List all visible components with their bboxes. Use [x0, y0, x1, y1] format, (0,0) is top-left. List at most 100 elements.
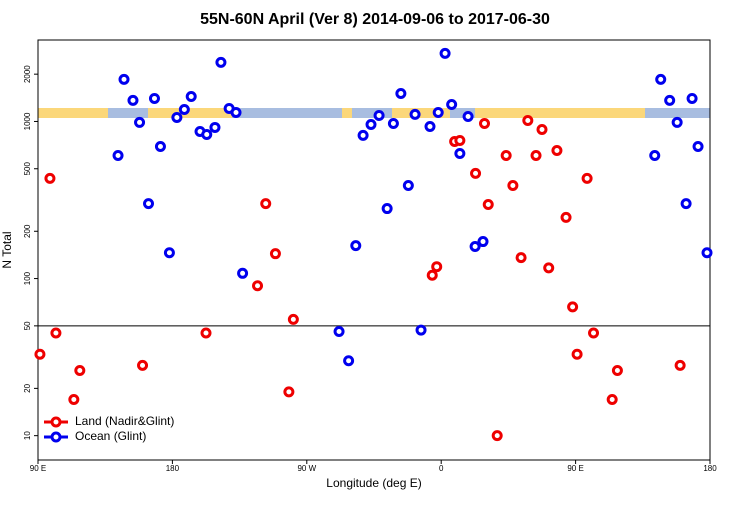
chart-title: 55N-60N April (Ver 8) 2014-09-06 to 2017…: [200, 11, 550, 28]
point: [134, 116, 146, 128]
point: [581, 172, 593, 184]
point: [201, 129, 213, 141]
point: [470, 167, 482, 179]
y-tick-label: 100: [23, 271, 32, 285]
point: [381, 203, 393, 215]
point: [674, 359, 686, 371]
point: [395, 87, 407, 99]
point: [671, 116, 683, 128]
point: [269, 248, 281, 260]
point: [439, 47, 451, 59]
point: [606, 393, 618, 405]
point: [515, 252, 527, 264]
point: [560, 211, 572, 223]
point: [50, 327, 62, 339]
point: [112, 150, 124, 162]
point: [649, 150, 661, 162]
point: [588, 327, 600, 339]
y-tick-label: 1000: [23, 112, 32, 130]
point: [507, 180, 519, 192]
point: [365, 118, 377, 130]
point: [482, 199, 494, 211]
point: [664, 94, 676, 106]
point: [252, 280, 264, 292]
point: [454, 148, 466, 160]
point: [44, 172, 56, 184]
point: [143, 198, 155, 210]
point: [611, 364, 623, 376]
point: [432, 106, 444, 118]
point: [680, 198, 692, 210]
point: [415, 324, 427, 336]
legend-marker: [50, 416, 62, 428]
point: [530, 150, 542, 162]
point: [571, 348, 583, 360]
point: [287, 313, 299, 325]
map-strip: [38, 108, 710, 118]
point: [209, 121, 221, 133]
point: [543, 262, 555, 274]
point: [387, 117, 399, 129]
point: [171, 111, 183, 123]
point: [178, 104, 190, 116]
point: [34, 348, 46, 360]
point: [200, 327, 212, 339]
point: [567, 301, 579, 313]
point: [551, 145, 563, 157]
y-tick-label: 10: [23, 431, 32, 440]
y-tick-label: 2000: [23, 65, 32, 83]
x-tick-label: 180: [703, 464, 717, 473]
point: [655, 73, 667, 85]
point: [260, 198, 272, 210]
point: [68, 393, 80, 405]
point: [491, 430, 503, 442]
point: [409, 108, 421, 120]
point: [431, 261, 443, 273]
point: [469, 240, 481, 252]
point: [686, 92, 698, 104]
point: [283, 386, 295, 398]
point: [74, 364, 86, 376]
point: [426, 269, 438, 281]
point: [454, 134, 466, 146]
point: [424, 120, 436, 132]
y-tick-label: 20: [23, 383, 32, 392]
point: [536, 123, 548, 135]
point: [373, 109, 385, 121]
point: [357, 129, 369, 141]
y-tick-label: 500: [23, 162, 32, 176]
point: [127, 94, 139, 106]
point: [477, 236, 489, 248]
point: [237, 267, 249, 279]
x-tick-label: 90 W: [297, 464, 316, 473]
x-tick-label: 90 E: [567, 464, 583, 473]
point: [701, 247, 713, 259]
point: [522, 115, 534, 127]
point: [692, 140, 704, 152]
point: [343, 355, 355, 367]
point: [479, 117, 491, 129]
x-axis-label: Longitude (deg E): [326, 476, 421, 490]
point: [118, 73, 130, 85]
y-tick-label: 200: [23, 224, 32, 238]
point: [402, 180, 414, 192]
point: [446, 98, 458, 110]
y-tick-label: 50: [23, 321, 32, 330]
point: [500, 150, 512, 162]
x-tick-label: 0: [439, 464, 444, 473]
point: [137, 359, 149, 371]
point: [230, 106, 242, 118]
point: [148, 92, 160, 104]
point: [215, 56, 227, 68]
point: [154, 140, 166, 152]
y-axis-label: N Total: [0, 231, 14, 268]
legend-label: Ocean (Glint): [75, 429, 146, 443]
x-tick-label: 90 E: [30, 464, 46, 473]
point: [462, 110, 474, 122]
point: [350, 240, 362, 252]
legend-label: Land (Nadir&Glint): [75, 414, 174, 428]
point: [185, 90, 197, 102]
point: [163, 247, 175, 259]
point: [333, 326, 345, 338]
